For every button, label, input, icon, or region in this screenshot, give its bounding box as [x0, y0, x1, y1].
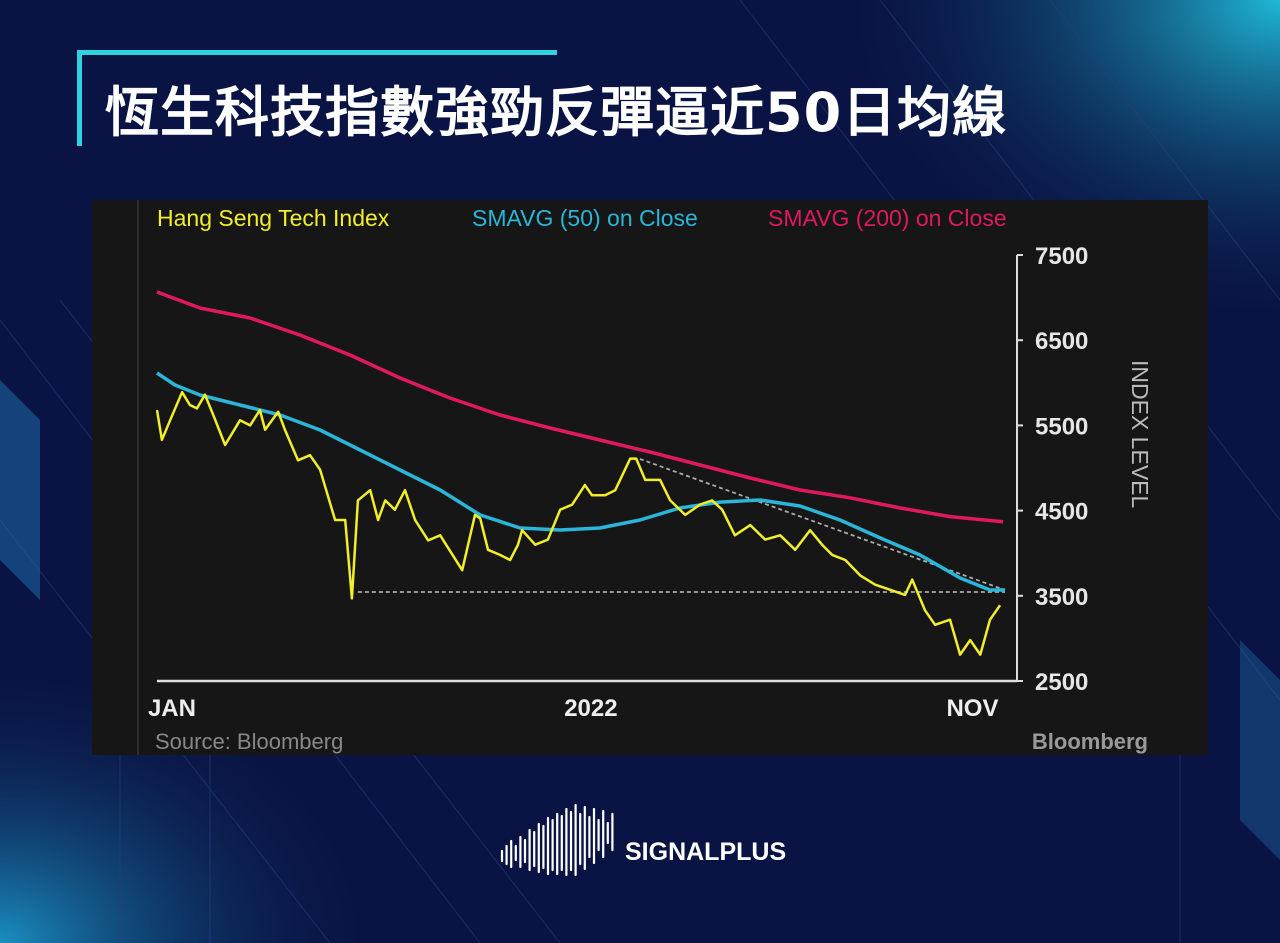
source-label: Source: Bloomberg: [155, 729, 343, 754]
legend-entry: SMAVG (50) on Close: [472, 205, 698, 231]
legend-entry: Hang Seng Tech Index: [157, 205, 390, 231]
title-accent-bar-vertical: [77, 52, 82, 146]
y-tick-label: 7500: [1035, 243, 1088, 270]
series-line-sma50: [156, 371, 1005, 592]
chart-panel: 2500 3500 4500 5500 6500 7500 JAN 2022 NOV INDEX …: [92, 200, 1208, 755]
y-tick-label: 2500: [1035, 669, 1088, 696]
y-axis-label: INDEX LEVEL: [1127, 360, 1153, 508]
page-title: 恆生科技指數強勁反彈逼近50日均線: [105, 81, 1008, 144]
x-tick-label: JAN: [148, 695, 196, 722]
x-tick-label: 2022: [564, 695, 617, 722]
brand-name: SIGNALPLUS: [625, 838, 787, 866]
line-chart: 2500 3500 4500 5500 6500 7500 JAN 2022 NOV INDEX …: [137, 200, 1153, 755]
y-tick-label: 4500: [1035, 499, 1088, 526]
legend-entry: SMAVG (200) on Close: [768, 205, 1007, 231]
title-accent-bar: [77, 50, 557, 55]
x-tick-label: NOV: [946, 695, 998, 722]
bloomberg-watermark: Bloomberg: [1032, 729, 1148, 754]
y-tick-label: 5500: [1035, 413, 1088, 440]
series-line-sma200: [156, 290, 1004, 524]
series-line-index: [155, 390, 1002, 656]
y-tick-label: 3500: [1035, 584, 1088, 611]
y-tick-label: 6500: [1035, 328, 1088, 355]
